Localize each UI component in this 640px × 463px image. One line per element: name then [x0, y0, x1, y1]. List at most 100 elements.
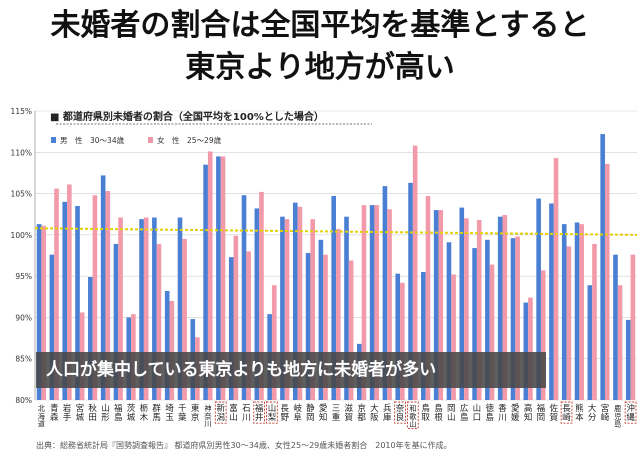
bar-female — [387, 209, 392, 400]
category-label: 山梨 — [268, 403, 277, 423]
highlight-box — [406, 401, 419, 429]
bar-male — [152, 217, 157, 400]
chart-subtitle: ■ 都道府県別未婚者の割合（全国平均を100%とした場合） — [50, 110, 324, 123]
category-label: 愛知 — [319, 403, 328, 423]
bar-male — [472, 248, 477, 400]
category-label: 鹿児島 — [614, 404, 621, 429]
category-label: 富山 — [229, 403, 238, 423]
highlight-box — [214, 401, 227, 424]
category-label: 大分 — [588, 403, 597, 423]
category-label: 長野 — [281, 404, 290, 423]
bar-male — [408, 182, 413, 400]
bar-male — [446, 242, 452, 400]
bar-male — [177, 217, 183, 400]
bar-male — [382, 186, 388, 400]
y-tick-label: 90% — [15, 313, 32, 322]
category-label: 佐賀 — [549, 403, 558, 423]
bar-male — [216, 156, 221, 400]
bar-female — [540, 270, 546, 400]
category-label: 鳥取 — [421, 403, 430, 423]
bar-female — [323, 254, 328, 400]
category-label: 茨城 — [127, 403, 136, 423]
y-tick-label: 110% — [11, 148, 32, 157]
y-tick-label: 100% — [11, 231, 32, 240]
bar-male — [549, 203, 554, 400]
bar-male — [485, 239, 490, 400]
y-tick-label: 80% — [15, 396, 32, 405]
category-label: 熊本 — [575, 403, 584, 423]
bar-female — [553, 158, 559, 400]
bar-female — [259, 191, 264, 400]
bar-male — [421, 272, 426, 400]
category-label: 秋田 — [88, 403, 97, 423]
highlight-box — [394, 401, 406, 424]
bar-male — [497, 216, 503, 400]
bar-male — [625, 319, 631, 400]
highlight-box — [560, 401, 573, 424]
y-tick-label: 95% — [15, 272, 32, 281]
category-label: 福島 — [114, 403, 123, 423]
bar-female — [400, 282, 405, 400]
bar-female — [67, 184, 72, 400]
bar-female — [489, 264, 495, 400]
bar-male — [613, 254, 618, 400]
callout-banner: 人口が集中している東京よりも地方に未婚者が多い — [36, 352, 546, 388]
bar-female — [118, 217, 123, 400]
bar-male — [331, 196, 336, 400]
prefecture-unmarried-ratio-chart: 80% 85% 90% 95% 100% 105% 110% 115% ■ 都道府県別未婚者の割… — [11, 107, 638, 429]
bar-female — [156, 243, 162, 400]
bar-male — [344, 216, 349, 400]
bar-male — [561, 224, 567, 400]
bar-male — [203, 164, 208, 400]
category-label: 長崎 — [562, 404, 571, 423]
category-label: 兵庫 — [383, 403, 392, 423]
bar-female — [566, 246, 572, 400]
category-label: 群馬 — [152, 403, 161, 423]
category-label: 北海道 — [38, 404, 45, 429]
bar-female — [92, 195, 98, 400]
bar-female — [374, 205, 380, 400]
bar-male — [587, 285, 593, 400]
bar-male — [459, 207, 465, 400]
highlight-box — [624, 401, 637, 424]
category-label: 高知 — [524, 403, 533, 423]
bar-female — [182, 238, 187, 400]
bar-male — [241, 195, 247, 400]
category-label: 山口 — [473, 403, 482, 423]
bar-female — [41, 225, 47, 400]
bar-male — [523, 302, 529, 400]
category-label: 千葉 — [178, 403, 187, 423]
average-line — [34, 227, 638, 236]
bar-female — [438, 210, 444, 400]
bar-female — [425, 196, 431, 400]
bar-female — [233, 235, 239, 400]
bar-female — [169, 300, 175, 400]
legend-swatch-male — [51, 137, 56, 143]
bar-male — [292, 202, 298, 400]
legend-swatch-female — [148, 137, 153, 143]
category-label: 岡山 — [447, 404, 456, 423]
bar-male — [395, 273, 401, 400]
bar-male — [305, 253, 311, 400]
bar-female — [284, 219, 290, 400]
bar-male — [369, 205, 375, 400]
category-label: 宮崎 — [601, 403, 610, 423]
category-label: 京都 — [357, 403, 366, 423]
bar-male — [164, 291, 170, 400]
category-label: 宮城 — [76, 403, 85, 423]
bar-female — [476, 219, 482, 400]
legend-female: 女 性 25～29歳 — [157, 135, 222, 145]
bar-female — [451, 274, 456, 400]
bar-male — [113, 243, 119, 400]
category-label: 沖縄 — [626, 403, 635, 423]
bar-male — [280, 216, 285, 400]
bar-female — [220, 156, 226, 400]
category-label: 岐阜 — [293, 403, 302, 423]
category-label: 福井 — [255, 403, 264, 423]
category-label: 大阪 — [370, 403, 379, 423]
y-tick-label: 105% — [11, 190, 32, 199]
bar-female — [604, 163, 610, 400]
bar-female — [515, 236, 520, 400]
bar-female — [246, 251, 251, 400]
headline-line-2: 東京より地方が高い — [185, 50, 455, 85]
